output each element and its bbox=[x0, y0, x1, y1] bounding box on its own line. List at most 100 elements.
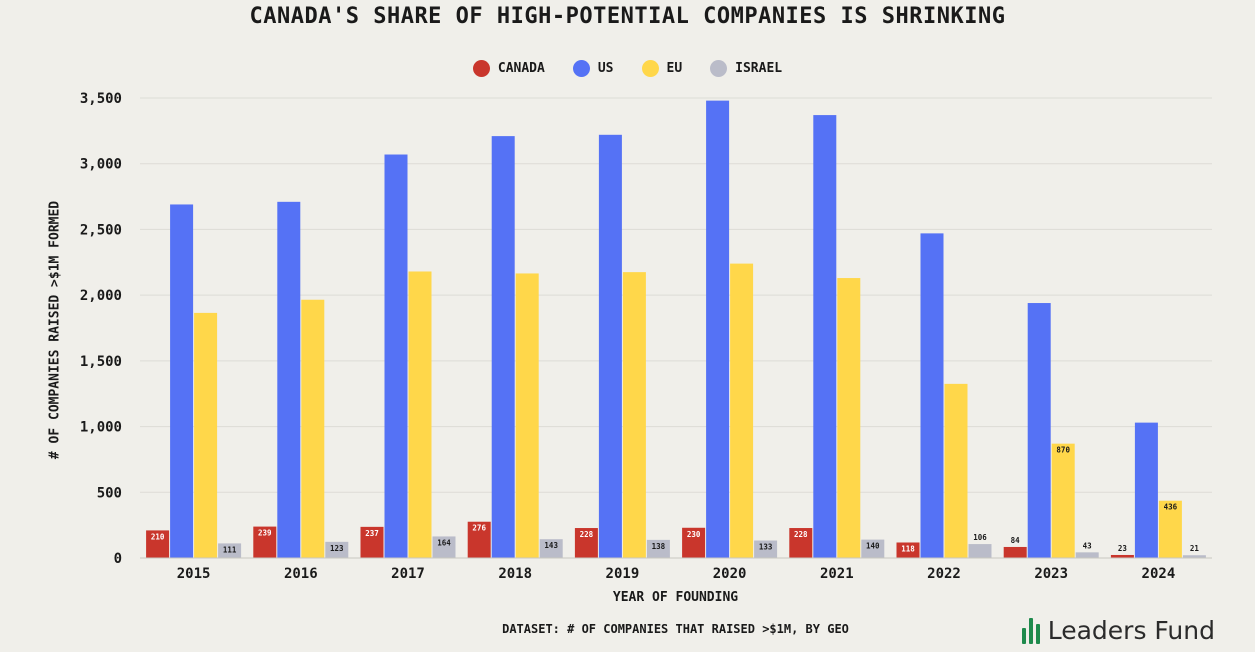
bar-israel-2024 bbox=[1182, 555, 1206, 558]
bar-eu-2017 bbox=[408, 271, 432, 558]
data-label-israel-2020: 133 bbox=[759, 543, 773, 552]
bar-canada-2020 bbox=[682, 527, 706, 558]
bar-canada-2015 bbox=[146, 530, 170, 558]
x-tick-label: 2018 bbox=[498, 566, 532, 582]
bar-israel-2018 bbox=[539, 539, 563, 558]
bar-chart-icon bbox=[1021, 617, 1040, 644]
data-label-israel-2017: 164 bbox=[437, 538, 451, 547]
bar-us-2021 bbox=[813, 115, 837, 558]
data-label-canada-2020: 230 bbox=[687, 530, 701, 539]
data-label-canada-2022: 118 bbox=[901, 544, 915, 553]
data-label-canada-2024: 23 bbox=[1118, 544, 1128, 553]
bar-canada-2019 bbox=[574, 528, 598, 558]
bar-us-2022 bbox=[920, 233, 944, 558]
legend-label-canada: CANADA bbox=[497, 61, 545, 76]
bar-eu-2024 bbox=[1158, 500, 1182, 558]
data-label-israel-2019: 138 bbox=[652, 542, 666, 551]
brand-logo: Leaders Fund bbox=[1021, 616, 1215, 645]
bar-canada-2023 bbox=[1003, 546, 1027, 558]
data-label-israel-2016: 123 bbox=[330, 544, 344, 553]
data-label-eu-2023: 870 bbox=[1056, 446, 1070, 455]
legend-item-canada: CANADA bbox=[472, 60, 545, 77]
bar-eu-2015 bbox=[194, 312, 218, 558]
legend-item-eu: EU bbox=[641, 60, 683, 77]
dataset-note: DATASET: # OF COMPANIES THAT RAISED >$1M… bbox=[502, 622, 849, 636]
x-tick-label: 2019 bbox=[606, 566, 640, 582]
legend-label-israel: ISRAEL bbox=[735, 61, 783, 76]
data-label-israel-2023: 43 bbox=[1083, 541, 1093, 550]
brand-name: Leaders Fund bbox=[1047, 616, 1215, 645]
chart-title: CANADA'S SHARE OF HIGH-POTENTIAL COMPANI… bbox=[249, 4, 1006, 29]
y-tick-label: 1,000 bbox=[80, 420, 122, 436]
bar-eu-2023 bbox=[1051, 443, 1075, 558]
legend-label-eu: EU bbox=[666, 61, 683, 76]
bar-israel-2023 bbox=[1075, 552, 1099, 558]
bar-israel-2022 bbox=[968, 544, 992, 558]
legend-dot-canada bbox=[472, 60, 490, 77]
x-tick-label: 2021 bbox=[820, 566, 854, 582]
bar-israel-2015 bbox=[218, 543, 242, 558]
x-tick-label: 2020 bbox=[713, 566, 747, 582]
legend-item-israel: ISRAEL bbox=[710, 60, 782, 77]
data-label-israel-2024: 21 bbox=[1190, 544, 1200, 553]
bar-israel-2019 bbox=[646, 539, 670, 558]
legend-dot-israel bbox=[710, 60, 728, 77]
data-label-israel-2015: 111 bbox=[223, 545, 237, 554]
x-axis-label: YEAR OF FOUNDING bbox=[612, 590, 739, 605]
x-tick-label: 2015 bbox=[177, 566, 211, 582]
y-tick-label: 500 bbox=[97, 485, 122, 501]
data-label-israel-2018: 143 bbox=[544, 541, 558, 550]
bar-us-2024 bbox=[1134, 422, 1158, 558]
data-label-canada-2019: 228 bbox=[580, 530, 594, 539]
legend: CANADA US EU ISRAEL bbox=[0, 60, 1255, 77]
bar-eu-2021 bbox=[837, 278, 861, 558]
bar-us-2016 bbox=[277, 201, 301, 559]
y-tick-label: 1,500 bbox=[80, 354, 122, 370]
bar-israel-2021 bbox=[861, 539, 885, 558]
bar-eu-2019 bbox=[622, 272, 646, 558]
bar-canada-2018 bbox=[467, 521, 491, 558]
data-label-canada-2015: 210 bbox=[151, 532, 165, 541]
bar-eu-2018 bbox=[515, 273, 539, 558]
x-tick-label: 2023 bbox=[1034, 566, 1068, 582]
bar-us-2019 bbox=[598, 134, 622, 559]
bar-eu-2016 bbox=[301, 299, 325, 558]
bar-us-2023 bbox=[1027, 303, 1051, 558]
legend-dot-us bbox=[572, 60, 590, 77]
bar-us-2020 bbox=[706, 100, 730, 558]
bar-canada-2024 bbox=[1110, 554, 1134, 558]
data-label-israel-2021: 140 bbox=[866, 542, 880, 551]
bar-israel-2017 bbox=[432, 536, 456, 558]
bar-israel-2020 bbox=[754, 540, 778, 558]
bar-canada-2017 bbox=[360, 526, 384, 558]
x-tick-label: 2016 bbox=[284, 566, 318, 582]
data-label-eu-2024: 436 bbox=[1164, 503, 1178, 512]
y-tick-label: 0 bbox=[114, 551, 122, 567]
data-label-canada-2016: 239 bbox=[258, 529, 272, 538]
legend-item-us: US bbox=[572, 60, 614, 77]
bar-us-2015 bbox=[170, 204, 194, 558]
x-tick-label: 2022 bbox=[927, 566, 961, 582]
bar-israel-2016 bbox=[325, 541, 349, 558]
y-tick-label: 3,500 bbox=[80, 91, 122, 107]
x-tick-label: 2017 bbox=[391, 566, 425, 582]
data-label-canada-2018: 276 bbox=[472, 524, 486, 533]
data-label-canada-2017: 237 bbox=[365, 529, 379, 538]
y-tick-label: 2,000 bbox=[80, 288, 122, 304]
bar-canada-2021 bbox=[789, 528, 813, 558]
bar-canada-2022 bbox=[896, 542, 920, 558]
data-label-canada-2023: 84 bbox=[1011, 536, 1021, 545]
y-tick-label: 3,000 bbox=[80, 157, 122, 173]
bar-us-2017 bbox=[384, 154, 408, 558]
y-axis-label: # OF COMPANIES RAISED >$1M FORMED bbox=[47, 200, 63, 460]
x-tick-label: 2024 bbox=[1142, 566, 1176, 582]
bar-canada-2016 bbox=[253, 526, 277, 558]
bar-eu-2022 bbox=[944, 383, 968, 558]
data-label-israel-2022: 106 bbox=[973, 533, 987, 542]
legend-label-us: US bbox=[597, 61, 614, 76]
bar-us-2018 bbox=[491, 136, 515, 558]
legend-dot-eu bbox=[641, 60, 659, 77]
y-tick-label: 2,500 bbox=[80, 222, 122, 238]
bar-eu-2020 bbox=[730, 263, 754, 558]
